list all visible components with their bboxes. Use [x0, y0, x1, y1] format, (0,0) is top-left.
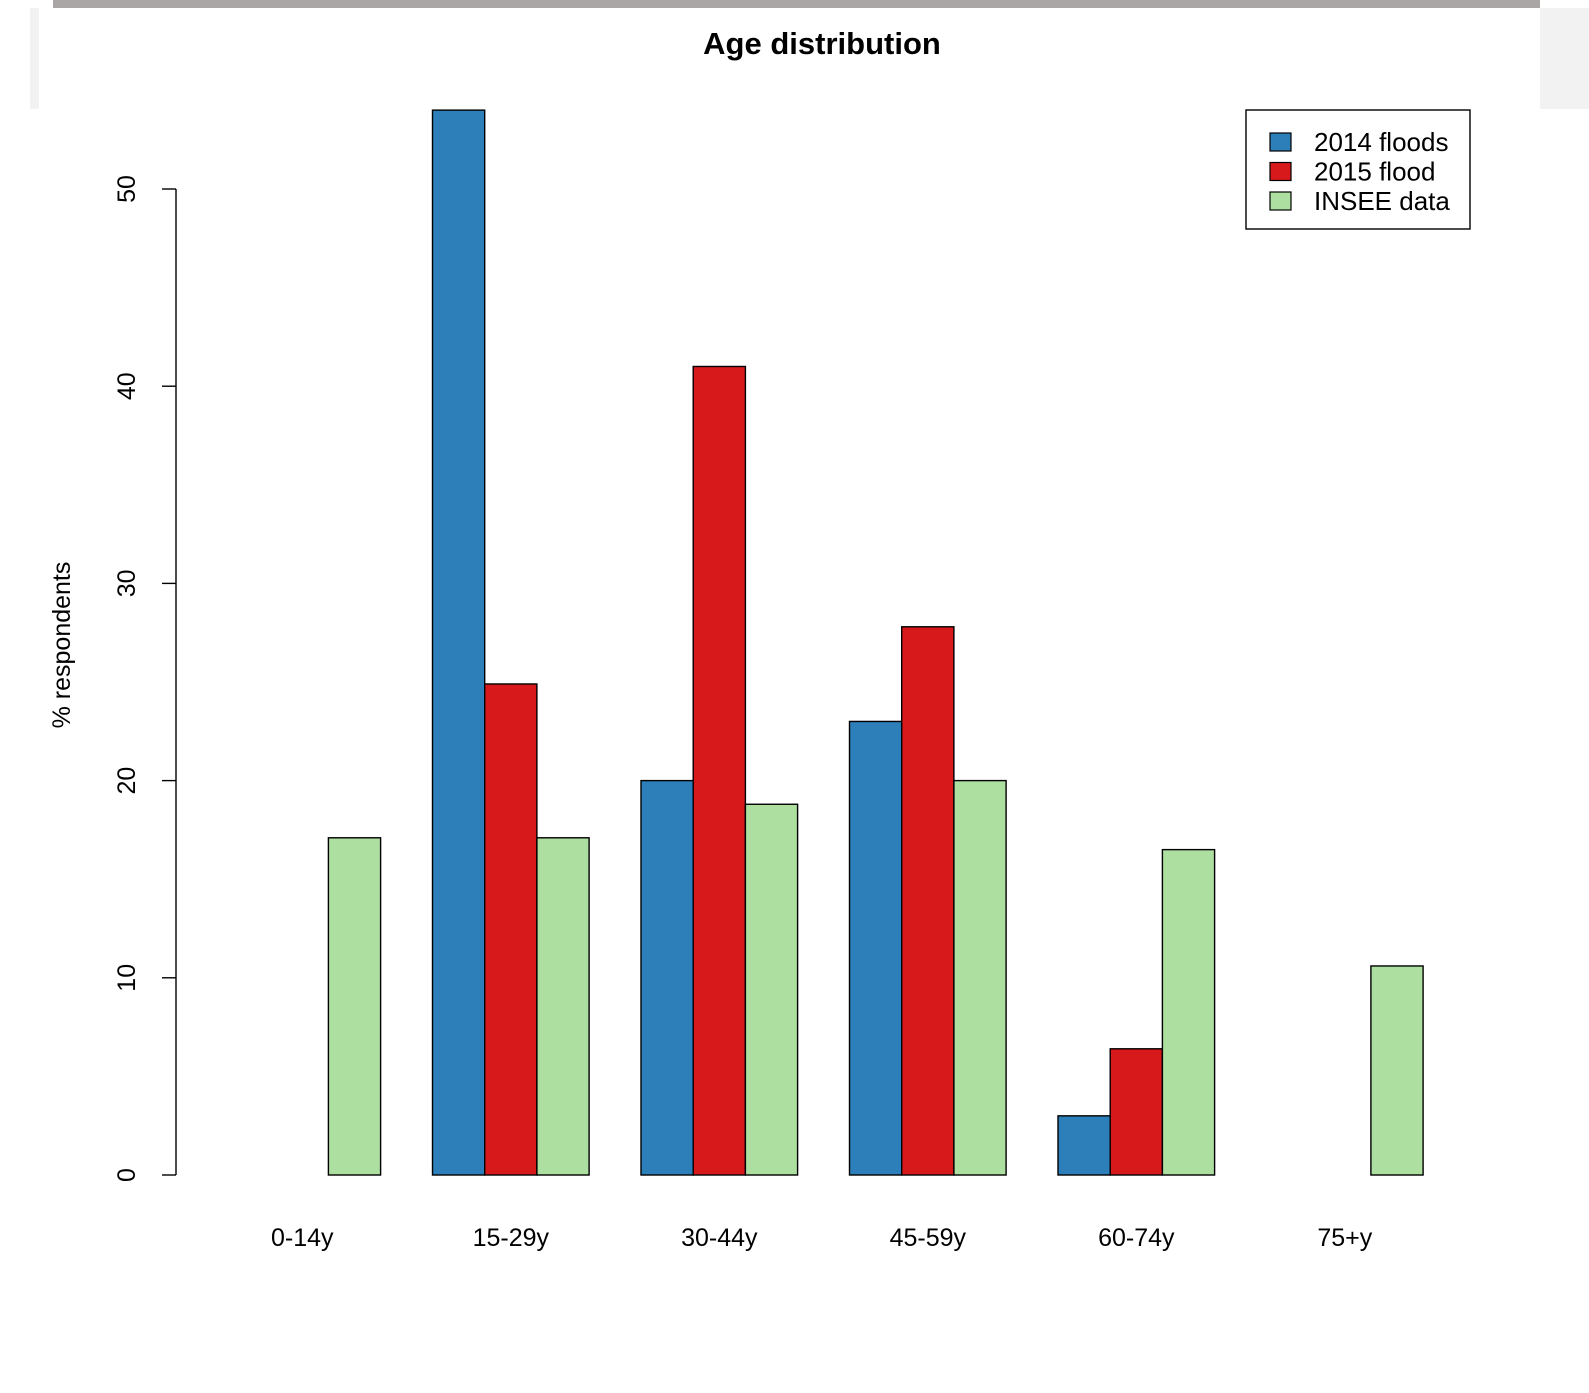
- legend-swatch-2015-flood: [1269, 161, 1292, 182]
- category-labels: 0-14y 15-29y 30-44y 45-59y 60-74y 75+y: [271, 1224, 1373, 1252]
- window-top-bar: [53, 0, 1540, 8]
- legend-label-2014-floods: 2014 floods: [1314, 127, 1448, 157]
- bar-0-14y-insee-data: [327, 837, 382, 1176]
- x-category-label: 15-29y: [473, 1224, 550, 1252]
- bar-30-44y-2014-floods: [640, 779, 694, 1176]
- bars-group: [327, 109, 1424, 1176]
- legend-swatch-insee-data: [1269, 191, 1292, 211]
- y-axis-label: % respondents: [48, 562, 76, 729]
- x-category-label: 75+y: [1317, 1224, 1372, 1252]
- x-category-label: 60-74y: [1098, 1224, 1175, 1252]
- chart-title: Age distribution: [703, 26, 941, 61]
- bar-15-29y-2015-flood: [484, 683, 538, 1176]
- bar-75+y-insee-data: [1370, 965, 1424, 1176]
- header-inner-panel: [39, 8, 1540, 109]
- y-tick-label-20: 20: [113, 767, 141, 795]
- legend-label-insee-data: INSEE data: [1314, 186, 1450, 216]
- y-tick-label-50: 50: [113, 175, 141, 203]
- bar-15-29y-2014-floods: [431, 109, 486, 1176]
- bar-45-59y-insee-data: [953, 779, 1007, 1176]
- legend-label-2015-flood: 2015 flood: [1314, 157, 1435, 187]
- legend-swatch-2014-floods: [1269, 132, 1292, 152]
- x-category-label: 30-44y: [681, 1224, 758, 1252]
- bar-45-59y-2014-floods: [848, 720, 903, 1176]
- y-tick-label-30: 30: [113, 569, 141, 597]
- bar-15-29y-insee-data: [536, 837, 590, 1176]
- y-tick-label-10: 10: [113, 964, 141, 992]
- bar-45-59y-2015-flood: [901, 626, 955, 1176]
- y-tick-label-40: 40: [113, 372, 141, 400]
- y-tick-label-0: 0: [113, 1168, 141, 1182]
- bar-60-74y-2014-floods: [1057, 1115, 1111, 1176]
- bar-60-74y-2015-flood: [1109, 1048, 1164, 1176]
- x-category-label: 45-59y: [890, 1224, 967, 1252]
- bar-30-44y-insee-data: [744, 803, 799, 1176]
- y-axis: 0 10 20 30 40 50: [113, 175, 177, 1182]
- bar-60-74y-insee-data: [1161, 848, 1216, 1176]
- bar-30-44y-2015-flood: [692, 365, 747, 1176]
- x-category-label: 0-14y: [271, 1224, 334, 1252]
